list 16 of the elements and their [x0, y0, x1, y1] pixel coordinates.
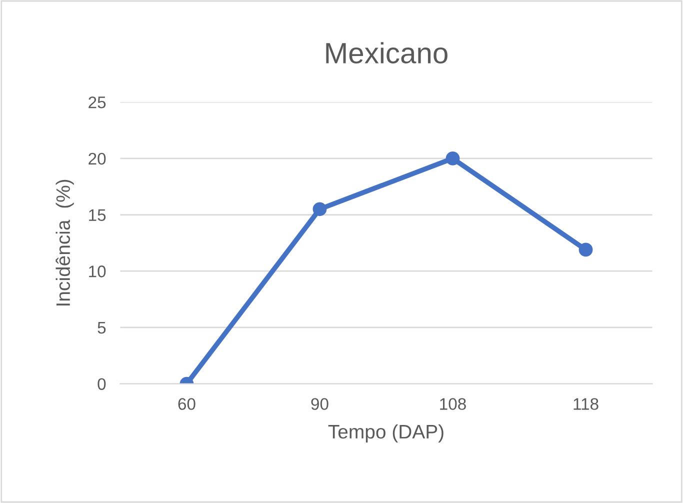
y-tick-label: 0	[98, 378, 106, 390]
y-tick-label: 5	[98, 322, 106, 334]
x-tick-label: 118	[574, 398, 598, 410]
point	[578, 242, 593, 257]
x-tick-label: 90	[311, 398, 328, 410]
x-tick-label: 60	[178, 398, 196, 410]
x-axis-title: Tempo (DAP)	[328, 424, 444, 442]
y-tick-label: 15	[89, 209, 106, 221]
y-tick-label: 20	[88, 152, 106, 165]
x-tick-label: 108	[440, 398, 466, 410]
y-tick-label: 25	[88, 96, 106, 108]
point	[312, 202, 327, 216]
chart-title: Mexicano	[326, 42, 448, 64]
point	[446, 152, 460, 166]
y-axis-title: Incidência (%)	[56, 180, 74, 306]
y-tick-label: 10	[89, 266, 106, 278]
